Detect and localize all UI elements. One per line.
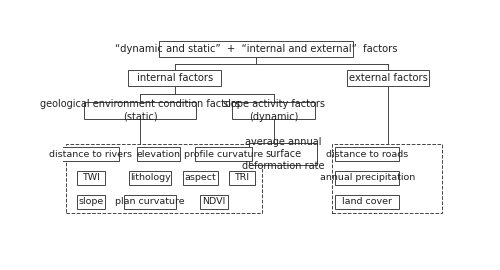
Text: distance to rivers: distance to rivers xyxy=(50,150,132,158)
Text: geological environment condition factors
(static): geological environment condition factors… xyxy=(40,99,240,122)
Bar xyxy=(77,171,104,185)
Text: land cover: land cover xyxy=(342,197,392,206)
Bar xyxy=(336,195,400,209)
Text: lithology: lithology xyxy=(130,173,170,183)
Text: external factors: external factors xyxy=(348,73,428,83)
Text: elevation: elevation xyxy=(136,150,180,158)
Bar xyxy=(332,144,442,213)
Bar xyxy=(232,102,316,119)
Bar xyxy=(84,102,196,119)
Bar xyxy=(77,195,104,209)
Text: slope activity factors
(dynamic): slope activity factors (dynamic) xyxy=(222,99,324,122)
Bar xyxy=(128,70,222,86)
Text: annual precipitation: annual precipitation xyxy=(320,173,415,183)
Text: “dynamic and static”  +  “internal and external”  factors: “dynamic and static” + “internal and ext… xyxy=(115,44,398,54)
Text: TWI: TWI xyxy=(82,173,100,183)
Bar xyxy=(200,195,228,209)
Text: average annual
surface
deformation rate: average annual surface deformation rate xyxy=(242,137,324,171)
Text: profile curvature: profile curvature xyxy=(184,150,263,158)
Bar xyxy=(230,171,254,185)
Text: internal factors: internal factors xyxy=(137,73,213,83)
Text: NDVI: NDVI xyxy=(202,197,226,206)
Bar xyxy=(160,41,353,57)
Bar xyxy=(336,147,400,161)
Bar xyxy=(348,70,428,86)
Bar xyxy=(129,171,172,185)
Bar xyxy=(336,171,400,185)
Text: aspect: aspect xyxy=(184,173,216,183)
Text: distance to roads: distance to roads xyxy=(326,150,408,158)
Bar xyxy=(182,171,218,185)
Bar xyxy=(138,147,180,161)
Bar xyxy=(124,195,176,209)
Bar xyxy=(62,147,120,161)
Bar xyxy=(194,147,252,161)
Text: TRI: TRI xyxy=(234,173,250,183)
Bar xyxy=(66,144,262,213)
Text: plan curvature: plan curvature xyxy=(116,197,185,206)
Bar xyxy=(250,143,318,166)
Text: slope: slope xyxy=(78,197,104,206)
